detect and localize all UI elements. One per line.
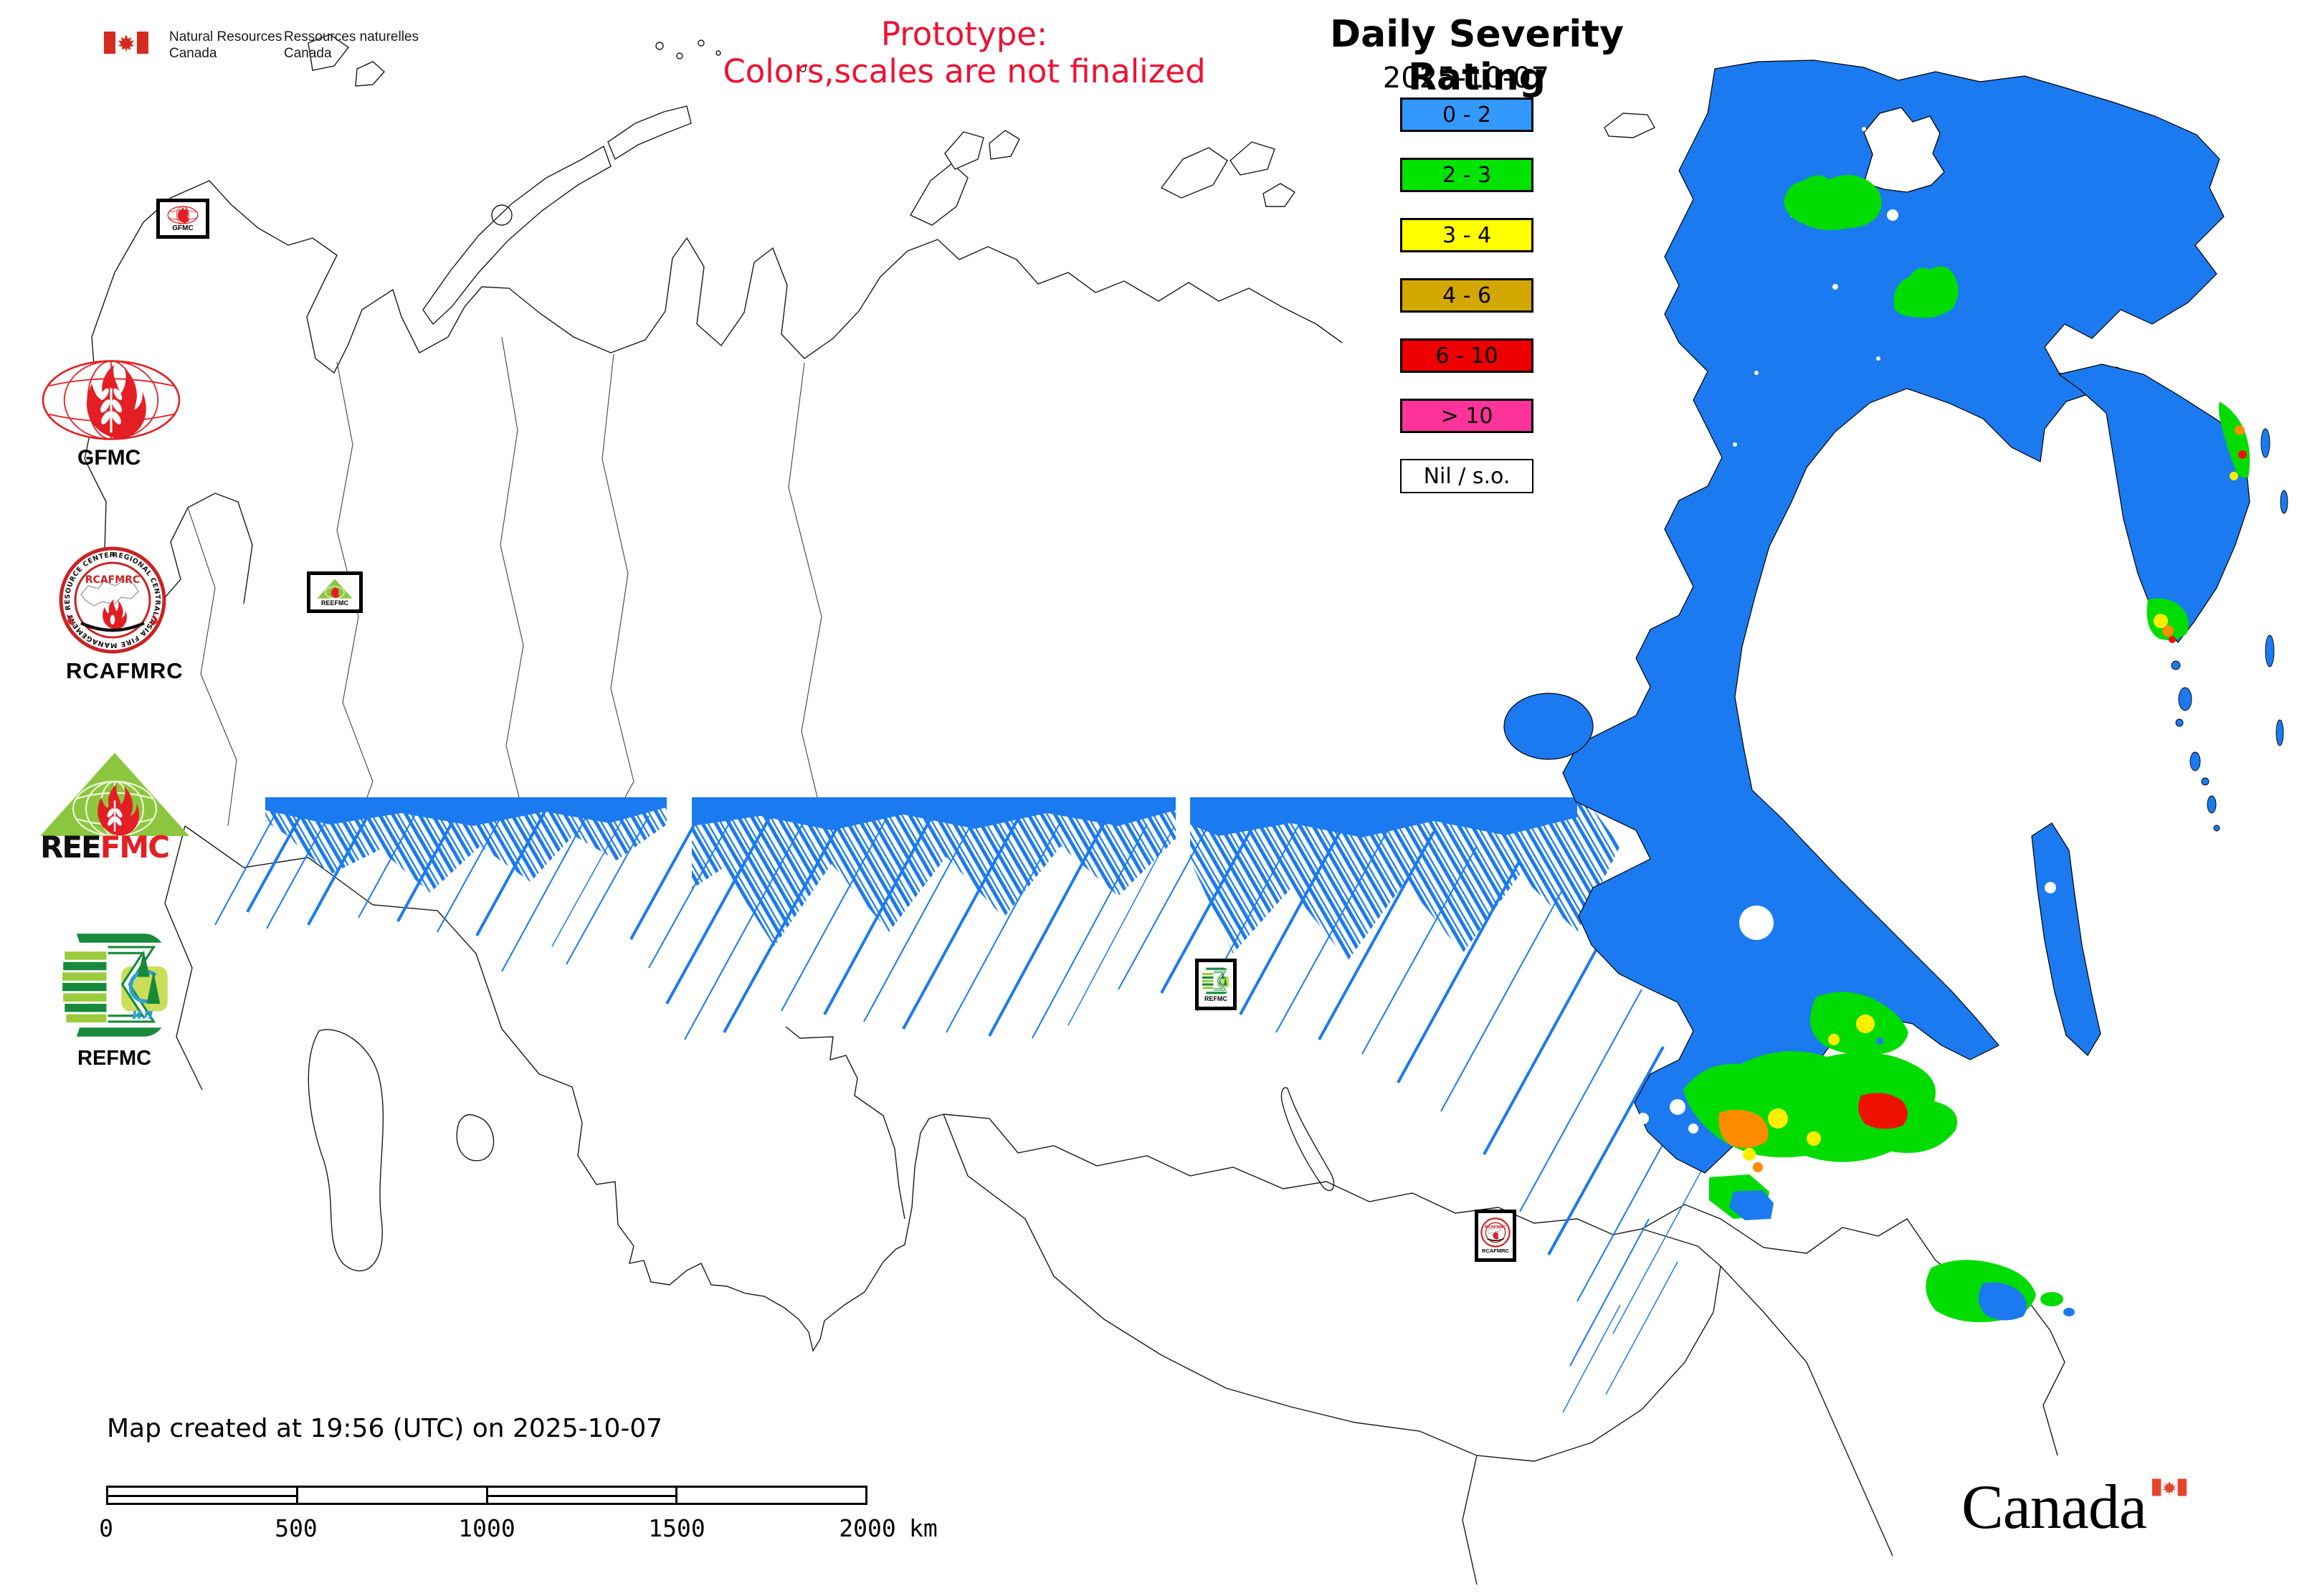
map-marker-gfmc: GFMC	[156, 199, 209, 239]
dsr-0-2-region	[1503, 60, 2288, 1174]
legend-item-6-10: 6 - 10	[1400, 338, 1533, 373]
map-marker-rcafmrc-label: RCAFMRC	[1482, 1248, 1509, 1254]
refmc-marker-icon	[1202, 966, 1230, 995]
created-timestamp: Map created at 19:56 (UTC) on 2025-10-07	[107, 1414, 663, 1443]
prototype-warning: Prototype: Colors,scales are not finaliz…	[674, 16, 1255, 90]
rcafmrc-inner-text: RCAFMRC	[85, 574, 140, 586]
scale-labels: 0 500 1000 1500 2000 km	[0, 1514, 1004, 1549]
scale-segment-4	[675, 1488, 865, 1503]
nrcan-english-line2: Canada	[169, 46, 217, 61]
canada-wordmark: Canada	[1961, 1471, 2220, 1543]
reefmc-label-part2: FMC	[100, 830, 168, 859]
nrcan-english-line1: Natural Resources	[169, 29, 282, 44]
map-date: 2025-10-07	[1382, 62, 1550, 95]
rcafmrc-marker-icon: RCAFMRC	[1480, 1217, 1511, 1248]
rcafmrc-logo: REGIONAL CENTRAL ASIA FIRE MANAGEMENT RE…	[59, 546, 166, 654]
country-outlines	[84, 34, 2065, 1585]
map-marker-refmc-label: REFMC	[1204, 995, 1227, 1002]
scale-tick-0: 0	[99, 1514, 113, 1542]
legend-item-0-2: 0 - 2	[1400, 98, 1533, 132]
scale-unit: km	[909, 1514, 938, 1542]
reefmc-label-part1: REE	[40, 830, 100, 859]
map-marker-rcafmrc: RCAFMRC RCAFMRC	[1475, 1210, 1516, 1262]
scale-tick-1000: 1000	[458, 1514, 515, 1542]
svg-text:RCAFMRC: RCAFMRC	[1485, 1225, 1506, 1230]
canada-flag-icon	[104, 32, 148, 54]
dsr-hotspots	[1683, 175, 2250, 1323]
refmc-label: REFMC	[77, 1047, 152, 1070]
rcafmrc-label: RCAFMRC	[66, 658, 184, 683]
page-title: Daily Severity Rating	[1329, 13, 1624, 99]
scale-tick-500: 500	[275, 1514, 318, 1542]
scale-tick-2000: 2000	[839, 1514, 896, 1542]
svg-text:REEFMC: REEFMC	[40, 830, 168, 859]
map-marker-gfmc-label: GFMC	[172, 224, 194, 232]
canada-wordmark-text: Canada	[1961, 1473, 2147, 1542]
nrcan-french-line2: Canada	[284, 46, 332, 61]
canada-wordmark-flag-icon	[2152, 1478, 2187, 1496]
gfmc-label: GFMC	[77, 446, 141, 470]
map-marker-reefmc-label: REEFMC	[321, 599, 348, 607]
dsr-streak-bands	[214, 797, 1707, 1413]
legend-item-gt-10: > 10	[1400, 399, 1533, 433]
legend-item-4-6: 4 - 6	[1400, 278, 1533, 313]
reefmc-logo: REEFMC	[40, 753, 189, 859]
reefmc-marker-icon	[317, 579, 353, 599]
scale-segment-2	[295, 1488, 486, 1503]
scale-bar	[106, 1486, 867, 1505]
nrcan-signature: Natural Resources Canada Ressources natu…	[103, 26, 504, 76]
gfmc-marker-icon	[167, 205, 199, 224]
legend-item-nil: Nil / s.o.	[1400, 459, 1533, 493]
refmc-logo: ил	[60, 929, 172, 1041]
refmc-inner-text: ил	[132, 1005, 153, 1022]
scale-segment-3	[485, 1488, 676, 1503]
scale-tick-1500: 1500	[648, 1514, 705, 1542]
map-marker-reefmc: REEFMC	[307, 571, 363, 613]
gfmc-logo	[42, 360, 181, 440]
legend-item-2-3: 2 - 3	[1400, 158, 1533, 192]
legend-item-3-4: 3 - 4	[1400, 218, 1533, 252]
nrcan-french-line1: Ressources naturelles	[284, 29, 419, 44]
map-marker-refmc: REFMC	[1195, 959, 1237, 1010]
scale-segment-1	[108, 1488, 296, 1503]
prototype-line1: Prototype:	[880, 15, 1048, 53]
prototype-line2: Colors,scales are not finalized	[723, 52, 1206, 90]
